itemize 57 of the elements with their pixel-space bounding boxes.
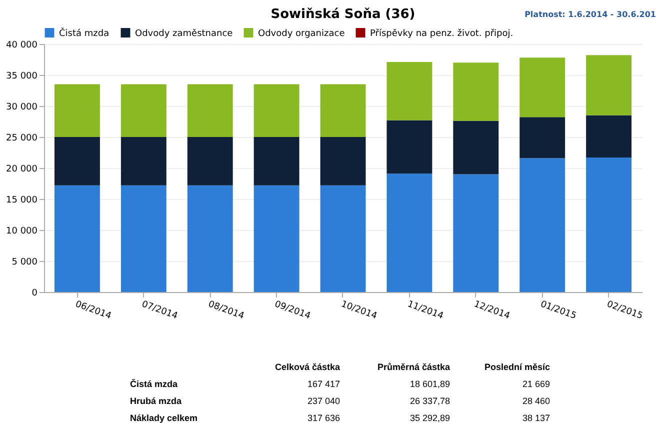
bar <box>320 137 366 186</box>
text: 21 669 <box>521 379 550 389</box>
y-tick-label: 25 000 <box>6 134 38 144</box>
bar <box>187 137 233 186</box>
bar <box>254 137 300 186</box>
y-tick-label: 35 000 <box>6 72 38 82</box>
text: 167 417 <box>306 379 340 389</box>
bar <box>54 137 100 186</box>
bar <box>586 157 632 292</box>
text: 28 460 <box>521 396 550 406</box>
y-tick-label: 30 000 <box>6 102 38 112</box>
legend-label: Odvody zaměstnance <box>135 28 234 39</box>
bar <box>54 185 100 292</box>
bar <box>386 120 432 174</box>
bar <box>254 185 300 292</box>
text: 35 292,89 <box>408 413 450 423</box>
text: 18 601,89 <box>408 379 450 389</box>
text: Celková částka <box>274 362 340 372</box>
bar <box>54 84 100 137</box>
bar <box>120 137 166 186</box>
bar <box>187 185 233 292</box>
bar <box>120 185 166 292</box>
y-tick-label: 0 <box>32 288 38 298</box>
bar <box>320 84 366 137</box>
text: Čistá mzda <box>130 379 179 389</box>
y-tick-label: 5 000 <box>12 258 38 268</box>
bar <box>187 84 233 137</box>
bar <box>520 117 566 158</box>
text: 317 636 <box>306 413 340 423</box>
bar <box>453 62 499 121</box>
bar <box>386 174 432 292</box>
text: Hrubá mzda <box>130 396 183 406</box>
y-tick-label: 40 000 <box>6 40 38 50</box>
text: Náklady celkem <box>130 413 199 423</box>
bar <box>453 174 499 292</box>
bar <box>120 84 166 137</box>
bar <box>586 55 632 116</box>
bar <box>520 58 566 118</box>
bar <box>586 115 632 158</box>
text: 26 337,78 <box>408 396 450 406</box>
legend-label: Příspěvky na penz. život. připoj. <box>370 28 514 39</box>
legend-label: Odvody organizace <box>258 28 346 39</box>
text: Platnost: 1.6.2014 - 30.6.201 <box>524 10 656 19</box>
bar <box>386 62 432 120</box>
y-tick-label: 10 000 <box>6 226 38 236</box>
bar <box>520 158 566 292</box>
legend-label: Čistá mzda <box>59 26 110 39</box>
text: Poslední měsíc <box>483 362 550 372</box>
bar <box>254 84 300 137</box>
text: 237 040 <box>306 396 340 406</box>
chart-title: Sowiňská Soňa (36) <box>270 7 416 22</box>
y-tick-label: 20 000 <box>6 164 38 174</box>
text: Průměrná částka <box>376 362 450 372</box>
y-tick-label: 15 000 <box>6 196 38 206</box>
bar <box>453 120 499 174</box>
text: 38 137 <box>521 413 550 423</box>
bar <box>320 185 366 292</box>
